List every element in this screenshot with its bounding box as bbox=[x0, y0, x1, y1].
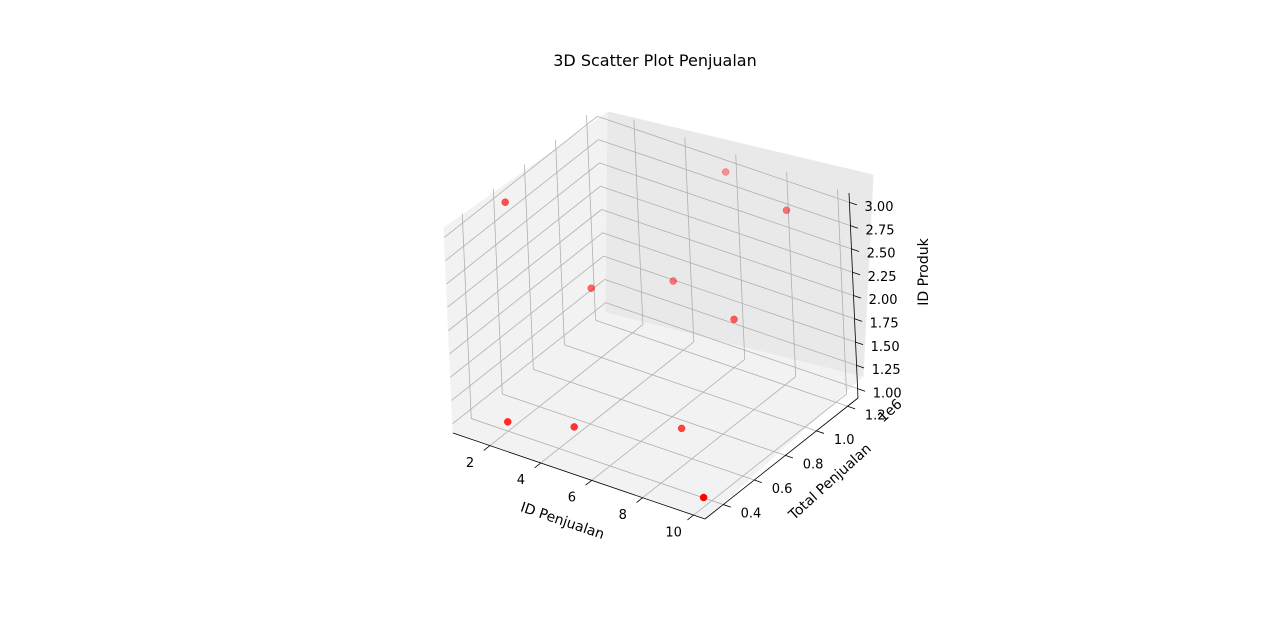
tick-labels: 2 4 6 8 10 0.4 0.6 0.8 1.0 1.2 1.00 1.25 1.50 1.75 2.0… bbox=[466, 200, 902, 540]
tick-mark-y bbox=[847, 405, 856, 410]
grid-line-z bbox=[445, 139, 599, 261]
tick-mark-z bbox=[852, 271, 861, 276]
tick-mark-y bbox=[754, 479, 763, 483]
tick-marks bbox=[483, 201, 866, 521]
y-tick-label: 0.8 bbox=[803, 457, 824, 472]
y-tick-label: 1.2 bbox=[865, 408, 886, 423]
data-point bbox=[782, 206, 791, 215]
grid-line-z bbox=[597, 115, 850, 203]
tick-mark-x bbox=[534, 462, 542, 469]
grid-lines bbox=[444, 115, 858, 516]
z-tick-label: 1.00 bbox=[873, 386, 902, 401]
grid-line-y bbox=[564, 344, 817, 432]
x-axis-label: ID Penjualan bbox=[518, 500, 606, 543]
z-tick-label: 3.00 bbox=[865, 200, 894, 215]
tick-mark-z bbox=[856, 365, 865, 369]
grid-line-y bbox=[502, 393, 755, 481]
x-axis-line bbox=[452, 432, 706, 520]
z-tick-label: 2.00 bbox=[869, 293, 898, 308]
chart-title: 3D Scatter Plot Penjualan bbox=[553, 51, 756, 70]
grid-line-y bbox=[595, 319, 848, 407]
tick-mark-z bbox=[850, 225, 859, 229]
y-axis-line bbox=[704, 397, 859, 520]
y-tick-label: 0.6 bbox=[772, 482, 793, 497]
grid-line-z bbox=[599, 162, 852, 250]
grid-line-y bbox=[533, 369, 786, 456]
x-tick-label: 2 bbox=[466, 456, 474, 471]
z-tick-label: 1.25 bbox=[872, 363, 901, 378]
tick-mark-z bbox=[849, 201, 858, 206]
x-tick-label: 6 bbox=[568, 491, 576, 506]
data-point bbox=[504, 418, 512, 426]
tick-mark-z bbox=[854, 318, 863, 322]
z-tick-label: 1.50 bbox=[871, 340, 900, 355]
grid-line-z bbox=[598, 139, 851, 226]
x-tick-label: 4 bbox=[517, 473, 525, 488]
tick-mark-x bbox=[687, 514, 694, 521]
data-point bbox=[669, 277, 677, 285]
grid-line-x bbox=[693, 393, 847, 516]
data-point bbox=[677, 424, 686, 433]
data-point bbox=[587, 284, 595, 292]
tick-mark-z bbox=[855, 341, 864, 346]
grid-line-z bbox=[446, 162, 600, 285]
grid-line-z bbox=[447, 185, 601, 308]
grid-line-z bbox=[605, 302, 858, 390]
data-point bbox=[730, 315, 738, 324]
grid-line-z bbox=[448, 209, 602, 331]
data-points bbox=[501, 168, 791, 502]
z-tick-label: 1.75 bbox=[870, 316, 899, 331]
tick-mark-z bbox=[851, 248, 860, 252]
grid-line-z bbox=[449, 232, 603, 355]
grid-line-z bbox=[601, 209, 854, 296]
data-point bbox=[501, 198, 509, 206]
x-tick-label: 10 bbox=[665, 525, 682, 540]
tick-mark-z bbox=[853, 295, 862, 299]
tick-mark-y bbox=[785, 455, 794, 459]
grid-line-z bbox=[604, 279, 857, 366]
grid-line-z bbox=[451, 279, 605, 401]
x-tick-label: 8 bbox=[619, 508, 627, 523]
grid-line-z bbox=[600, 185, 853, 273]
z-tick-label: 2.75 bbox=[866, 223, 895, 238]
tick-mark-y bbox=[816, 430, 825, 434]
grid-line-z bbox=[602, 232, 855, 320]
tick-mark-y bbox=[723, 504, 731, 508]
grid-line-z bbox=[452, 302, 606, 424]
tick-mark-x bbox=[636, 497, 643, 503]
grid-line-x bbox=[540, 341, 695, 464]
grid-line-x bbox=[489, 324, 644, 446]
data-point bbox=[570, 423, 578, 431]
data-point bbox=[721, 168, 730, 176]
data-point bbox=[699, 493, 708, 502]
grid-line-z bbox=[444, 116, 598, 238]
grid-line-z bbox=[450, 255, 604, 378]
grid-line-y bbox=[471, 418, 724, 505]
z-axis-label: ID Produk bbox=[916, 237, 932, 305]
grid-line-z bbox=[603, 255, 856, 343]
y-tick-label: 0.4 bbox=[741, 507, 762, 522]
grid-line-x bbox=[642, 376, 796, 499]
z-tick-label: 2.25 bbox=[868, 270, 897, 285]
tick-mark-z bbox=[857, 388, 866, 392]
y-tick-label: 1.0 bbox=[834, 433, 855, 448]
tick-mark-x bbox=[483, 445, 491, 451]
z-tick-label: 2.50 bbox=[867, 247, 896, 262]
tick-mark-x bbox=[585, 480, 592, 486]
grid-line-x bbox=[591, 359, 745, 481]
y-axis-label: Total Penjualan bbox=[785, 441, 874, 524]
